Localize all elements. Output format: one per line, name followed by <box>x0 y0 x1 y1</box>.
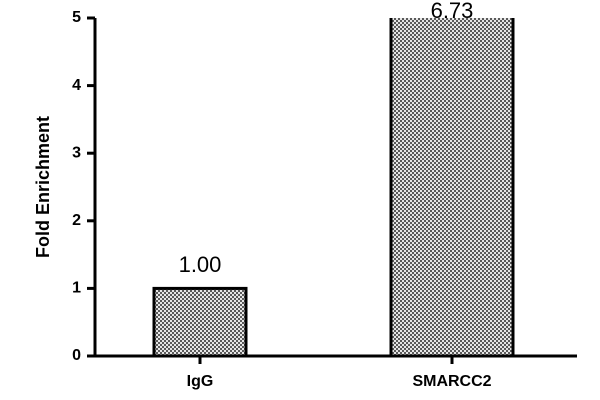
x-tick-label: SMARCC2 <box>412 373 491 390</box>
plot-area <box>152 18 515 358</box>
y-tick-label: 3 <box>72 144 81 161</box>
y-axis-label: Fold Enrichment <box>33 116 53 258</box>
y-tick-label: 1 <box>72 280 81 297</box>
y-tick-label: 4 <box>72 77 81 94</box>
value-label: 6.73 <box>431 0 474 23</box>
y-tick-label: 2 <box>72 212 81 229</box>
x-tick-label: IgG <box>187 373 214 390</box>
value-label: 1.00 <box>179 252 222 277</box>
bar <box>389 18 515 358</box>
y-tick-label: 0 <box>72 347 81 364</box>
bar <box>152 286 248 358</box>
y-tick-label: 5 <box>72 9 81 26</box>
